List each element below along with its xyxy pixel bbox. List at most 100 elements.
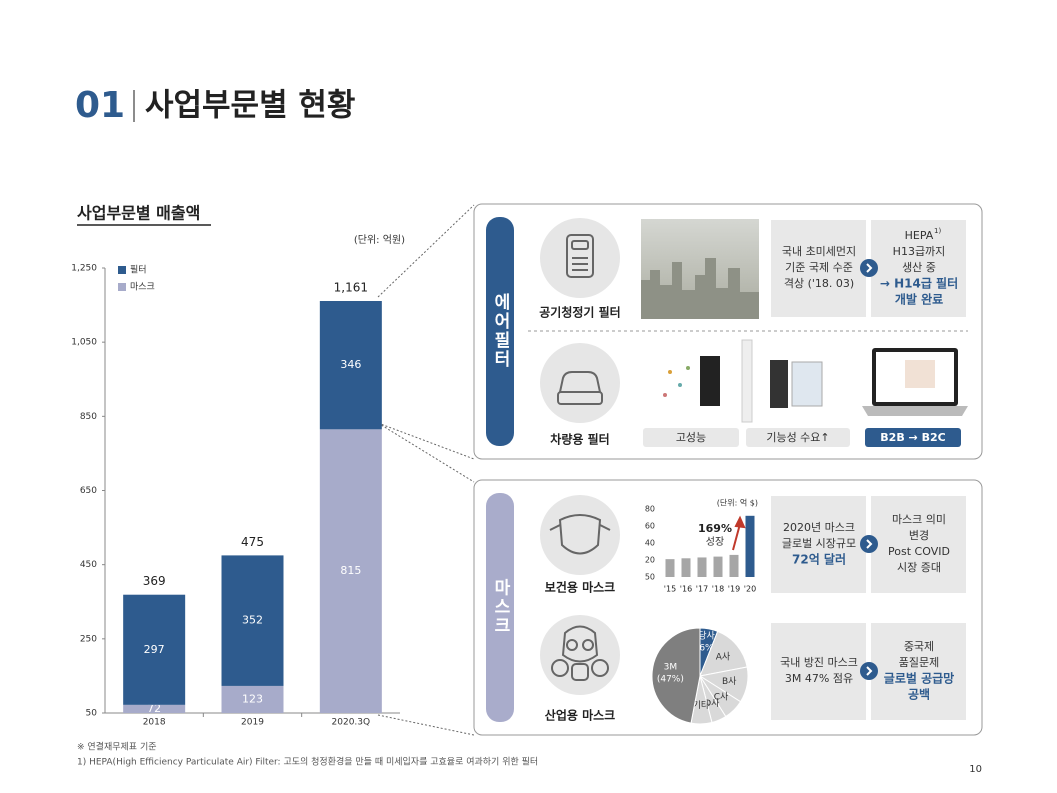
- tag: [746, 428, 850, 447]
- item-label: 보건용 마스크: [545, 580, 615, 595]
- item-label: 산업용 마스크: [545, 708, 615, 723]
- y-tick-label: 50: [86, 709, 98, 719]
- annotation: 169%: [698, 522, 732, 535]
- bar: [729, 554, 739, 577]
- box-text: 생산 중: [902, 261, 936, 274]
- total-label: 475: [241, 535, 264, 549]
- info-box: [771, 220, 866, 317]
- segment-label: 72: [147, 702, 161, 715]
- tag-label: 고성능: [676, 431, 706, 444]
- icons: [549, 234, 611, 681]
- side-tab: [486, 493, 514, 722]
- box-text: 개발 완료: [895, 292, 943, 307]
- info-box: [871, 623, 966, 720]
- pie-label: D사: [704, 698, 720, 709]
- arrow-chevron: [866, 666, 873, 676]
- pie-slice: [699, 630, 748, 677]
- segment-label: 346: [340, 358, 361, 371]
- bar: [713, 556, 723, 577]
- y-tick-label: 50: [645, 573, 655, 582]
- box-text: 변경: [909, 529, 929, 542]
- section-number: 01: [75, 85, 125, 126]
- x-tick-label: '20: [744, 585, 756, 594]
- info-box: [771, 496, 866, 593]
- side-tab: [486, 217, 514, 446]
- y-tick-label: 1,250: [71, 264, 97, 274]
- connectors: [377, 204, 475, 736]
- bar: [681, 558, 691, 577]
- pie-label: C사: [714, 692, 729, 703]
- footnote: 1) HEPA(High Efficiency Particulate Air)…: [77, 756, 538, 768]
- laptop: [862, 348, 968, 416]
- footnote: ※ 연결재무제표 기준: [77, 742, 157, 753]
- pie-label: 기타: [693, 700, 710, 711]
- legend-label: 마스크: [130, 282, 155, 293]
- bar: [665, 559, 675, 577]
- box-text: 공백: [908, 687, 930, 702]
- total-label: 1,161: [334, 281, 368, 295]
- arrow-icon: [860, 259, 878, 277]
- y-tick-label: 650: [80, 486, 97, 496]
- box-text: 국내 초미세먼지: [782, 245, 856, 258]
- segment-label: 297: [144, 643, 165, 656]
- total-label: 369: [143, 574, 166, 588]
- pie-label: 당사: [698, 631, 715, 642]
- box-text: 국내 방진 마스크: [780, 656, 858, 669]
- filter-illustration: [663, 339, 823, 423]
- pie-label: 3M: [664, 663, 678, 673]
- box-text: 마스크 의미: [892, 513, 946, 526]
- pie-label: B사: [722, 676, 737, 687]
- unit: (단위: 억원): [354, 233, 405, 246]
- bar: [745, 515, 755, 577]
- x-tick-label: '19: [728, 585, 740, 594]
- unit: (단위: 억 $): [717, 498, 758, 508]
- box-text: H13급까지: [893, 245, 946, 258]
- box-text: 격상 ('18. 03): [784, 277, 854, 290]
- x-tick-label: '18: [712, 585, 724, 594]
- tab-title: 마스크: [490, 578, 510, 635]
- arrow-chevron: [866, 263, 873, 273]
- bar-segment: [123, 704, 186, 713]
- y-tick-label: 850: [80, 412, 97, 422]
- pie-value-label: (47%): [657, 675, 684, 685]
- x-tick-label: '16: [680, 585, 692, 594]
- y-tick-label: 1,050: [71, 338, 97, 348]
- box-text: 기준 국제 수준: [785, 261, 853, 274]
- y-tick-label: 60: [645, 522, 655, 531]
- pie-slice: [651, 627, 701, 724]
- legend-swatch: [118, 283, 126, 291]
- tag: [865, 428, 961, 447]
- y-tick-label: 250: [80, 634, 97, 644]
- annotation: 성장: [706, 536, 724, 548]
- bar-segment: [123, 594, 186, 705]
- item-label: 공기청정기 필터: [539, 305, 620, 320]
- y-tick-label: 450: [80, 560, 97, 570]
- bar-segment: [319, 429, 382, 713]
- superscript: 1): [934, 227, 941, 235]
- page-number: 10: [969, 764, 982, 775]
- tag-label: B2B → B2C: [880, 431, 945, 444]
- y-tick-label: 80: [645, 505, 655, 514]
- growth-arrow: [732, 515, 746, 551]
- photo-skyline: [641, 258, 759, 319]
- x-tick-label: '15: [664, 585, 676, 594]
- x-tick-label: 2020.3Q: [332, 718, 371, 728]
- box-text: 글로벌 시장규모: [782, 537, 856, 550]
- info-box: [871, 220, 966, 317]
- x-tick-label: 2019: [241, 718, 264, 728]
- page-title: 사업부문별 현황: [145, 88, 355, 124]
- item-label: 차량용 필터: [550, 432, 609, 447]
- info-box: [871, 496, 966, 593]
- chart-title: 사업부문별 매출액: [77, 204, 200, 223]
- box-text: 시장 증대: [897, 561, 941, 574]
- box-text: Post COVID: [888, 545, 950, 558]
- legend-swatch: [118, 266, 126, 274]
- box-text: → H14급 필터: [880, 276, 958, 291]
- box-text: 중국제: [904, 640, 934, 653]
- tag: [643, 428, 739, 447]
- box-text: 품질문제: [899, 656, 939, 669]
- arrow-icon: [860, 535, 878, 553]
- pie-value-label: 6%: [699, 644, 714, 654]
- y-tick-label: 40: [645, 539, 655, 548]
